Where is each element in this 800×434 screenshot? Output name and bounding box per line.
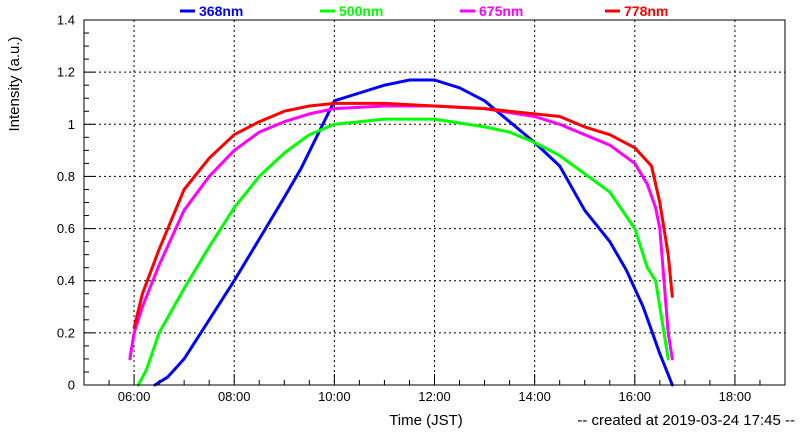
created-at-footnote: -- created at 2019-03-24 17:45 --: [577, 412, 795, 429]
ticks: 06:00 08:00 10:00 12:00 14:00 16:00 18:00 0 0.2 0…: [57, 13, 761, 404]
x-tick-label: 10:00: [318, 389, 351, 404]
x-tick-label: 14:00: [518, 389, 551, 404]
y-tick-label: 0.2: [57, 325, 75, 340]
x-tick-label: 08:00: [218, 389, 251, 404]
y-tick-label: 0.6: [57, 221, 75, 236]
x-axis-title: Time (JST): [389, 412, 463, 429]
y-tick-label: 0.4: [57, 273, 75, 288]
series-line-368nm: [153, 78, 674, 387]
legend-label-778nm: 778nm: [624, 3, 668, 19]
legend-label-675nm: 675nm: [479, 3, 523, 19]
y-tick-label: 1.2: [57, 65, 75, 80]
y-tick-label: 0: [68, 378, 75, 393]
x-tick-label: 18:00: [719, 389, 752, 404]
series-line-778nm: [132, 101, 674, 330]
y-axis-title: Intensity (a.u.): [6, 36, 23, 131]
legend-label-500nm: 500nm: [339, 3, 383, 19]
series-line-500nm: [136, 117, 670, 387]
y-tick-label: 0.8: [57, 169, 75, 184]
y-tick-label: 1.4: [57, 13, 75, 28]
legend: 368nm 500nm 675nm 778nm: [180, 3, 668, 19]
x-tick-label: 16:00: [619, 389, 652, 404]
series-layer: [128, 78, 674, 387]
legend-label-368nm: 368nm: [199, 3, 243, 19]
y-tick-label: 1: [68, 117, 75, 132]
x-tick-label: 06:00: [118, 389, 151, 404]
x-tick-label: 12:00: [418, 389, 451, 404]
series-line-675nm: [128, 104, 674, 361]
